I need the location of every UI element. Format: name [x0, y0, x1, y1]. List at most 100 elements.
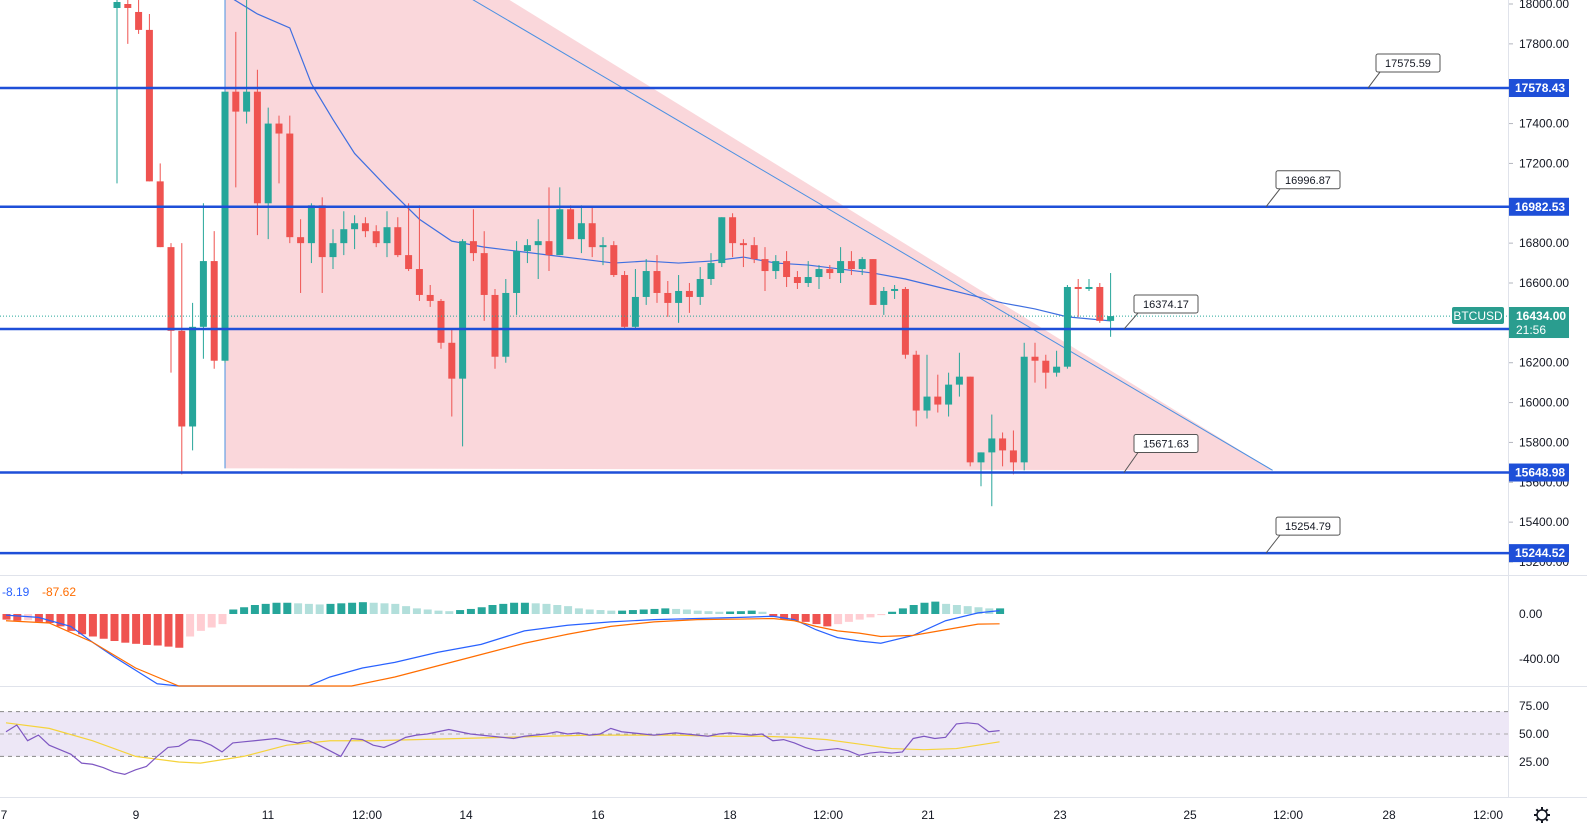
- candle-body: [426, 294, 434, 301]
- candle-body: [891, 288, 899, 291]
- price-tick-label: 15400.00: [1519, 515, 1569, 529]
- candle-body: [351, 223, 359, 230]
- candle-body: [1107, 316, 1115, 321]
- candle-body: [804, 277, 812, 283]
- candle-body: [113, 2, 121, 8]
- candle-body: [405, 255, 413, 270]
- symbol-label: BTCUSD: [1453, 309, 1503, 323]
- macd-histogram-bar: [229, 609, 238, 614]
- candle-body: [145, 29, 153, 182]
- price-tick-label: 18000.00: [1519, 0, 1569, 11]
- macd-histogram-bar: [250, 605, 259, 614]
- macd-tick-label: -400.00: [1519, 652, 1560, 666]
- candle-body: [329, 243, 337, 258]
- macd-histogram-bar: [121, 614, 130, 643]
- macd-histogram-bar: [639, 609, 648, 614]
- price-tick-label: 17400.00: [1519, 117, 1569, 131]
- rsi-tick-label: 25.00: [1519, 755, 1549, 769]
- macd-histogram-bar: [218, 614, 227, 625]
- price-callout: 16374.17: [1123, 294, 1199, 330]
- macd-histogram-bar: [801, 614, 810, 622]
- moving-average-line: [233, 0, 1111, 322]
- macd-histogram-bar: [110, 614, 119, 641]
- svg-text:15671.63: 15671.63: [1143, 439, 1189, 451]
- candle-body: [1085, 286, 1093, 289]
- price-axis[interactable]: 18000.00 17800.00 17400.00 17200.00 16800.00…: [1509, 0, 1569, 569]
- macd-histogram-bar: [402, 606, 411, 614]
- candle-body: [610, 245, 618, 276]
- macd-histogram-bar: [758, 611, 767, 614]
- candle-body: [1020, 356, 1028, 463]
- macd-histogram-bar: [175, 614, 184, 648]
- symbol-tag-bg: [1452, 307, 1504, 324]
- macd-histogram-bar: [2, 614, 11, 620]
- level-tag-label: 17578.43: [1515, 81, 1565, 95]
- svg-text:16996.87: 16996.87: [1285, 175, 1331, 187]
- candle-body: [923, 396, 931, 411]
- macd-histogram-bar: [78, 614, 87, 635]
- macd-panel[interactable]: -8.19 -87.62: [2, 585, 1005, 687]
- candle-body: [664, 292, 672, 303]
- candle-body: [1063, 286, 1071, 367]
- symbol-tag: BTCUSD: [1452, 307, 1504, 324]
- candle-body: [675, 290, 683, 303]
- candle-body: [837, 261, 845, 274]
- macd-histogram-bar: [661, 608, 670, 614]
- macd-histogram-bar: [909, 605, 918, 614]
- macd-histogram-bar: [715, 611, 724, 614]
- candle-body: [761, 259, 769, 272]
- macd-histogram-bar: [477, 607, 486, 614]
- macd-histogram-bar: [596, 610, 605, 614]
- candle-body: [988, 438, 996, 453]
- candle-body: [901, 288, 909, 355]
- rsi-panel[interactable]: [0, 711, 1509, 775]
- candle-body: [307, 205, 315, 244]
- macd-histogram-bar: [466, 608, 475, 614]
- time-tick-label: 7: [1, 808, 8, 822]
- macd-histogram-bar: [499, 603, 508, 614]
- macd-histogram-bar: [304, 603, 313, 614]
- macd-histogram-bar: [726, 611, 735, 614]
- candle-body: [1031, 356, 1039, 361]
- candle-body: [556, 209, 564, 256]
- macd-histogram-bar: [380, 603, 389, 614]
- settings-gear-icon[interactable]: [1534, 807, 1550, 823]
- candle-body: [621, 275, 629, 327]
- macd-histogram-bar: [294, 603, 303, 614]
- candle-body: [502, 292, 510, 357]
- time-axis[interactable]: 7 9 11 12:00 14 16 18 12:00 21 23 25 12:00 28 12:00: [1, 808, 1504, 822]
- candle-body: [243, 91, 251, 112]
- level-tag-label: 15648.98: [1515, 466, 1565, 480]
- level-tag-bg: [1509, 463, 1569, 482]
- time-tick-label: 12:00: [1273, 808, 1303, 822]
- macd-histogram-bar: [510, 602, 519, 614]
- candle-body: [448, 342, 456, 379]
- price-panel[interactable]: 17575.59 16996.87 16374.17 15671.63 15254.79: [0, 0, 1509, 555]
- candle-body: [1053, 366, 1061, 373]
- macd-histogram-bar: [196, 614, 205, 631]
- macd-legend-value: -8.19: [2, 585, 30, 599]
- candle-body: [459, 241, 467, 379]
- candle-body: [124, 4, 132, 8]
- price-tick-label: 16200.00: [1519, 356, 1569, 370]
- macd-histogram-bar: [88, 614, 97, 637]
- macd-histogram-bar: [348, 602, 357, 614]
- candle-body: [718, 217, 726, 264]
- macd-histogram-bar: [693, 610, 702, 614]
- macd-histogram-bar: [520, 602, 529, 614]
- macd-histogram-bar: [391, 603, 400, 614]
- candle-body: [340, 229, 348, 244]
- macd-histogram-bar: [747, 610, 756, 614]
- candle-body: [567, 209, 575, 240]
- candle-body: [955, 376, 963, 385]
- macd-histogram-bar: [780, 614, 789, 620]
- time-tick-label: 16: [591, 808, 605, 822]
- candle-body: [847, 261, 855, 270]
- candle-body: [739, 243, 747, 246]
- candle-body: [599, 245, 607, 248]
- candle-body: [361, 223, 369, 232]
- descending-trendline[interactable]: [353, 0, 1273, 471]
- candle-body: [707, 263, 715, 280]
